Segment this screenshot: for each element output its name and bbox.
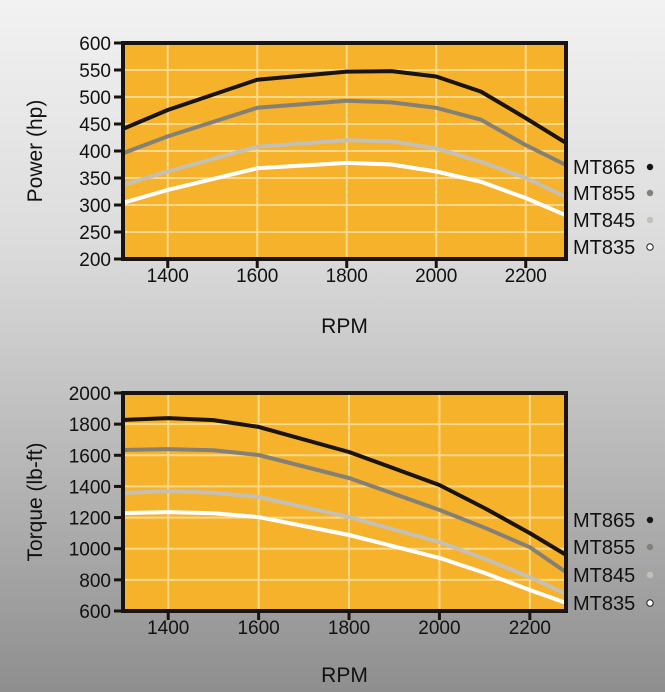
x-tick-label: 2000 [415, 266, 457, 287]
y-tick-label: 350 [79, 169, 111, 190]
x-axis-label: RPM [321, 664, 368, 687]
y-tick-label: 600 [79, 34, 111, 55]
y-tick-label: 1400 [69, 477, 111, 498]
y-tick-label: 400 [79, 142, 111, 163]
y-tick-label: 550 [79, 61, 111, 82]
x-tick-label: 1800 [326, 266, 368, 287]
x-tick-label: 1600 [237, 618, 279, 639]
plot-frame [121, 41, 568, 261]
legend-label: MT855 [573, 183, 635, 205]
legend-marker [646, 163, 654, 171]
x-tick-label: 2200 [505, 266, 547, 287]
legend-marker [646, 189, 654, 197]
legend-label: MT835 [573, 593, 635, 615]
legend-marker [646, 543, 654, 551]
legend-marker [646, 216, 654, 224]
y-tick-label: 250 [79, 223, 111, 244]
y-tick-label: 450 [79, 115, 111, 136]
legend-label: MT865 [573, 157, 635, 179]
x-tick-label: 2200 [509, 618, 551, 639]
x-tick-label: 1800 [328, 618, 370, 639]
legend-label: MT835 [573, 237, 635, 259]
legend-label: MT845 [573, 210, 635, 232]
power-chart: 200 250 300 350 400 450 500 550 600 1400 1600 1800 2… [24, 34, 654, 338]
legend-marker [646, 243, 654, 251]
y-tick-label: 1800 [69, 415, 111, 436]
x-tick-label: 1600 [236, 266, 278, 287]
y-tick-label: 500 [79, 88, 111, 109]
y-tick-label: 300 [79, 196, 111, 217]
x-tick-label: 1400 [147, 266, 189, 287]
y-tick-label: 1200 [69, 509, 111, 530]
y-tick-label: 600 [79, 602, 111, 623]
x-tick-label: 1400 [147, 618, 189, 639]
legend-marker [646, 571, 654, 579]
y-axis-label: Torque (lb-ft) [24, 442, 47, 561]
y-tick-label: 1600 [69, 446, 111, 467]
legend-label: MT845 [573, 565, 635, 587]
y-tick-label: 1000 [69, 540, 111, 561]
y-tick-label: 800 [79, 571, 111, 592]
torque-chart: 600 800 1000 1200 1400 1600 1800 2000 1400 1600 18… [24, 384, 654, 687]
legend-marker [646, 516, 654, 524]
legend-label: MT865 [573, 510, 635, 532]
y-tick-label: 2000 [69, 384, 111, 405]
legend-label: MT855 [573, 537, 635, 559]
plot-frame [121, 391, 568, 613]
y-tick-label: 200 [79, 250, 111, 271]
x-tick-label: 2000 [418, 618, 460, 639]
y-axis-label: Power (hp) [24, 100, 47, 203]
x-axis-label: RPM [321, 315, 368, 338]
legend-marker [646, 599, 654, 607]
